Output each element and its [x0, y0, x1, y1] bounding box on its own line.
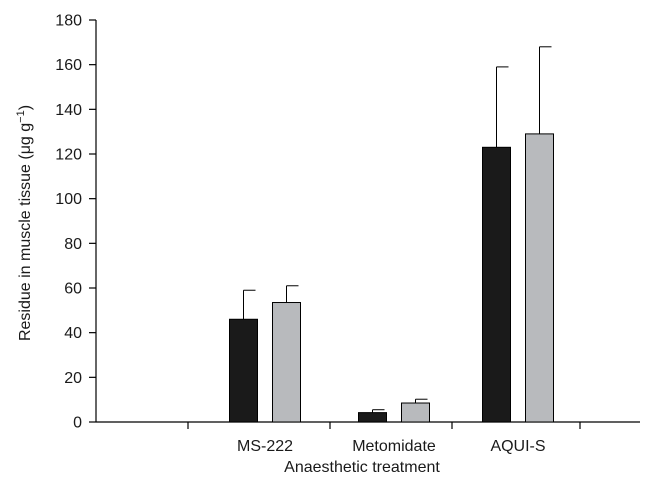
y-axis: 0 20 40 60 80 100 120 140 160 180	[55, 13, 97, 432]
x-tick-label: AQUI-S	[490, 438, 545, 455]
bars-group	[229, 46, 554, 423]
y-axis-title-main: Residue in muscle tissue (μg g	[17, 123, 34, 341]
y-axis-title-end: )	[17, 105, 34, 110]
y-tick-label: 160	[55, 57, 82, 74]
y-tick-label: 80	[64, 236, 82, 253]
bar	[401, 402, 430, 423]
bar	[525, 133, 554, 423]
y-tick-label: 120	[55, 147, 82, 164]
bar	[482, 146, 511, 423]
y-axis-title: Residue in muscle tissue (μg g−1)	[15, 105, 34, 341]
y-tick-label: 0	[73, 415, 82, 432]
y-tick-label: 180	[55, 13, 82, 30]
bar	[358, 412, 387, 423]
y-axis-title-superscript: −1	[15, 110, 27, 123]
x-axis-title: Anaesthetic treatment	[284, 459, 440, 476]
y-tick-label: 20	[64, 370, 82, 387]
bar	[272, 302, 301, 423]
y-tick-label: 60	[64, 281, 82, 298]
y-tick-label: 100	[55, 191, 82, 208]
x-tick-label: MS-222	[237, 438, 293, 455]
x-tick-label: Metomidate	[352, 438, 436, 455]
y-tick-label: 140	[55, 102, 82, 119]
y-tick-label: 40	[64, 325, 82, 342]
bar	[229, 318, 258, 423]
x-axis: MS-222 Metomidate AQUI-S	[96, 421, 640, 455]
